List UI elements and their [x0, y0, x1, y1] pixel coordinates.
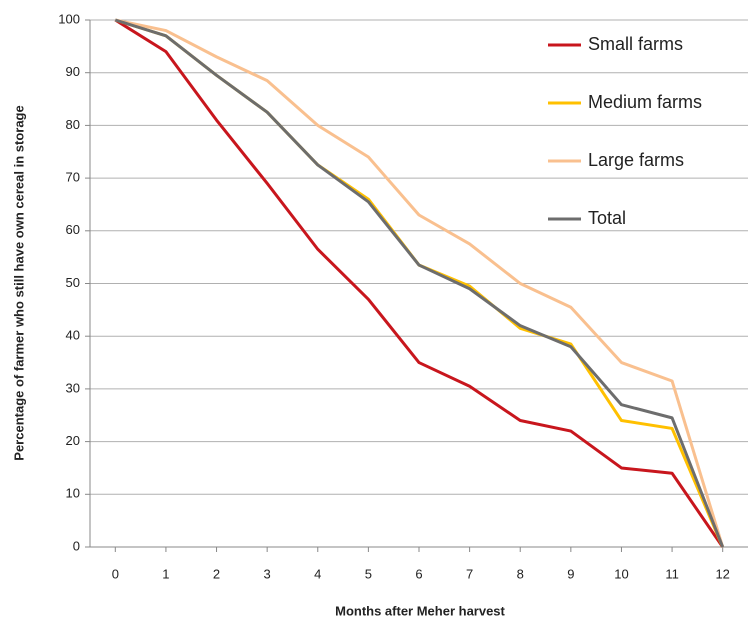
y-tick-label: 60 [66, 222, 80, 237]
y-tick-label: 90 [66, 64, 80, 79]
x-tick-label: 10 [614, 566, 628, 581]
legend-label: Medium farms [588, 92, 702, 112]
y-axis-title: Percentage of farmer who still have own … [11, 105, 26, 460]
x-tick-label: 1 [162, 566, 169, 581]
x-tick-label: 9 [567, 566, 574, 581]
x-axis-title: Months after Meher harvest [335, 603, 505, 618]
legend-label: Total [588, 208, 626, 228]
x-tick-label: 12 [715, 566, 729, 581]
series-line [114, 18, 725, 548]
y-tick-label: 10 [66, 486, 80, 501]
legend-label: Small farms [588, 34, 683, 54]
x-tick-label: 11 [665, 566, 679, 581]
series-line [114, 18, 724, 548]
y-tick-label: 70 [66, 170, 80, 185]
x-tick-label: 5 [365, 566, 372, 581]
x-tick-label: 0 [112, 566, 119, 581]
x-tick-label: 8 [517, 566, 524, 581]
y-tick-label: 80 [66, 117, 80, 132]
y-tick-label: 20 [66, 433, 80, 448]
x-tick-label: 7 [466, 566, 473, 581]
y-tick-label: 50 [66, 275, 80, 290]
x-tick-label: 4 [314, 566, 321, 581]
legend-label: Large farms [588, 150, 684, 170]
series-line [115, 18, 725, 548]
y-tick-label: 40 [66, 328, 80, 343]
y-tick-label: 30 [66, 380, 80, 395]
x-tick-label: 3 [264, 566, 271, 581]
y-tick-label: 0 [73, 538, 80, 553]
x-tick-label: 6 [415, 566, 422, 581]
x-tick-label: 2 [213, 566, 220, 581]
y-tick-label: 100 [58, 11, 80, 26]
